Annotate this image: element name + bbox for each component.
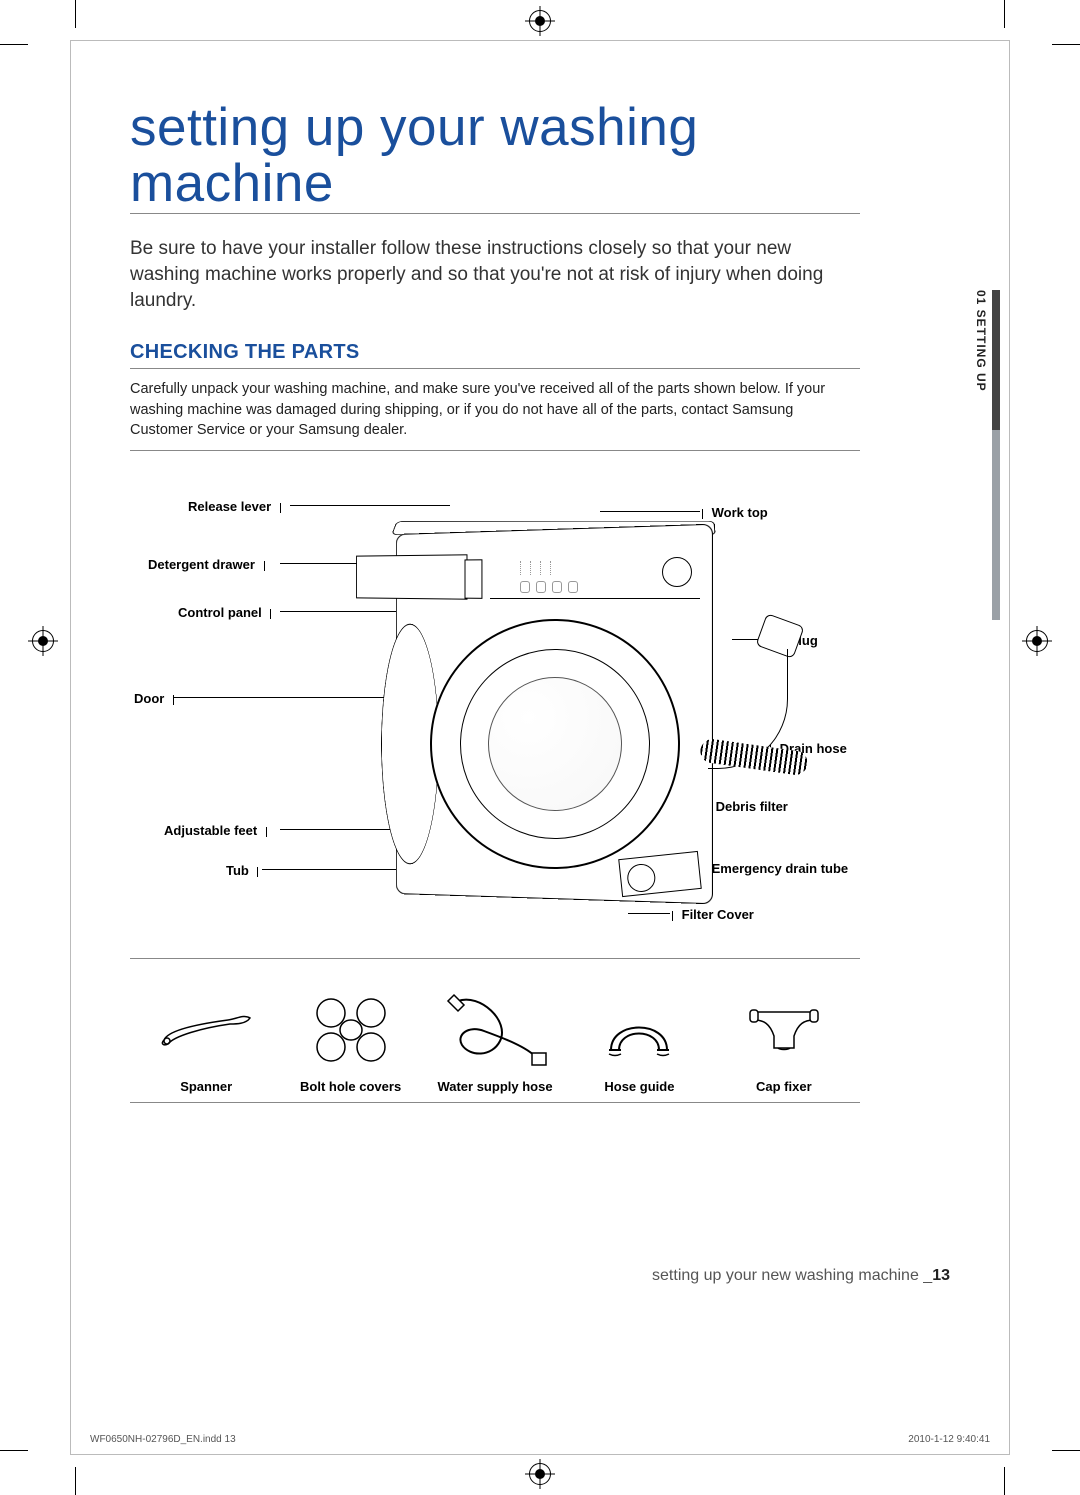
- accessories-row: Spanner Bolt hole covers: [130, 977, 860, 1103]
- accessory-label: Spanner: [134, 1079, 278, 1094]
- imprint-timestamp: 2010-1-12 9:40:41: [908, 1434, 990, 1445]
- side-tab-accent: [992, 290, 1000, 620]
- page-number: 13: [932, 1267, 950, 1284]
- registration-mark-icon: [529, 10, 551, 32]
- page-content: setting up your washing machine Be sure …: [130, 100, 860, 1103]
- accessory-hose-guide: Hose guide: [567, 991, 711, 1094]
- crop-mark: [1052, 44, 1080, 45]
- accessory-cap-fixer: Cap fixer: [712, 991, 856, 1094]
- leader-line: [174, 697, 384, 698]
- section-body: Carefully unpack your washing machine, a…: [130, 379, 860, 451]
- callout-release-lever: Release lever: [188, 499, 281, 514]
- leader-line: [290, 505, 450, 506]
- intro-text: Be sure to have your installer follow th…: [130, 236, 860, 313]
- registration-mark-icon: [1026, 630, 1048, 652]
- footer-text: setting up your new washing machine _: [652, 1267, 932, 1284]
- crop-mark: [75, 1467, 76, 1495]
- page-title: setting up your washing machine: [130, 100, 860, 214]
- callout-filter-cover: Filter Cover: [672, 907, 754, 922]
- registration-mark-icon: [32, 630, 54, 652]
- imprint-file: WF0650NH-02796D_EN.indd 13: [90, 1434, 236, 1445]
- registration-mark-icon: [529, 1463, 551, 1485]
- accessory-label: Bolt hole covers: [278, 1079, 422, 1094]
- callout-adjustable-feet: Adjustable feet: [164, 823, 267, 838]
- accessory-bolt-covers: Bolt hole covers: [278, 991, 422, 1094]
- callout-detergent-drawer: Detergent drawer: [148, 557, 265, 572]
- accessory-spanner: Spanner: [134, 991, 278, 1094]
- leader-line: [628, 913, 670, 914]
- crop-mark: [1052, 1450, 1080, 1451]
- crop-mark: [1004, 1467, 1005, 1495]
- water-supply-hose-icon: [423, 991, 567, 1069]
- callout-control-panel: Control panel: [178, 605, 271, 620]
- accessory-water-hose: Water supply hose: [423, 991, 567, 1094]
- callout-door: Door: [134, 691, 174, 706]
- washing-machine-illustration: [370, 509, 730, 909]
- hose-guide-icon: [567, 991, 711, 1069]
- section-heading: CHECKING THE PARTS: [130, 341, 860, 369]
- accessory-label: Hose guide: [567, 1079, 711, 1094]
- crop-mark: [0, 1450, 28, 1451]
- callout-tub: Tub: [226, 863, 258, 878]
- crop-mark: [1004, 0, 1005, 28]
- page-footer: setting up your new washing machine _13: [652, 1267, 950, 1285]
- parts-diagram: Release lever Detergent drawer Control p…: [130, 469, 860, 959]
- cap-fixer-icon: [712, 991, 856, 1069]
- side-tab-label: 01 SETTING UP: [974, 290, 988, 392]
- crop-mark: [75, 0, 76, 28]
- spanner-icon: [134, 991, 278, 1069]
- bolt-hole-covers-icon: [278, 991, 422, 1069]
- accessory-label: Cap fixer: [712, 1079, 856, 1094]
- crop-mark: [0, 44, 28, 45]
- section-side-tab: 01 SETTING UP: [978, 290, 1000, 620]
- accessory-label: Water supply hose: [423, 1079, 567, 1094]
